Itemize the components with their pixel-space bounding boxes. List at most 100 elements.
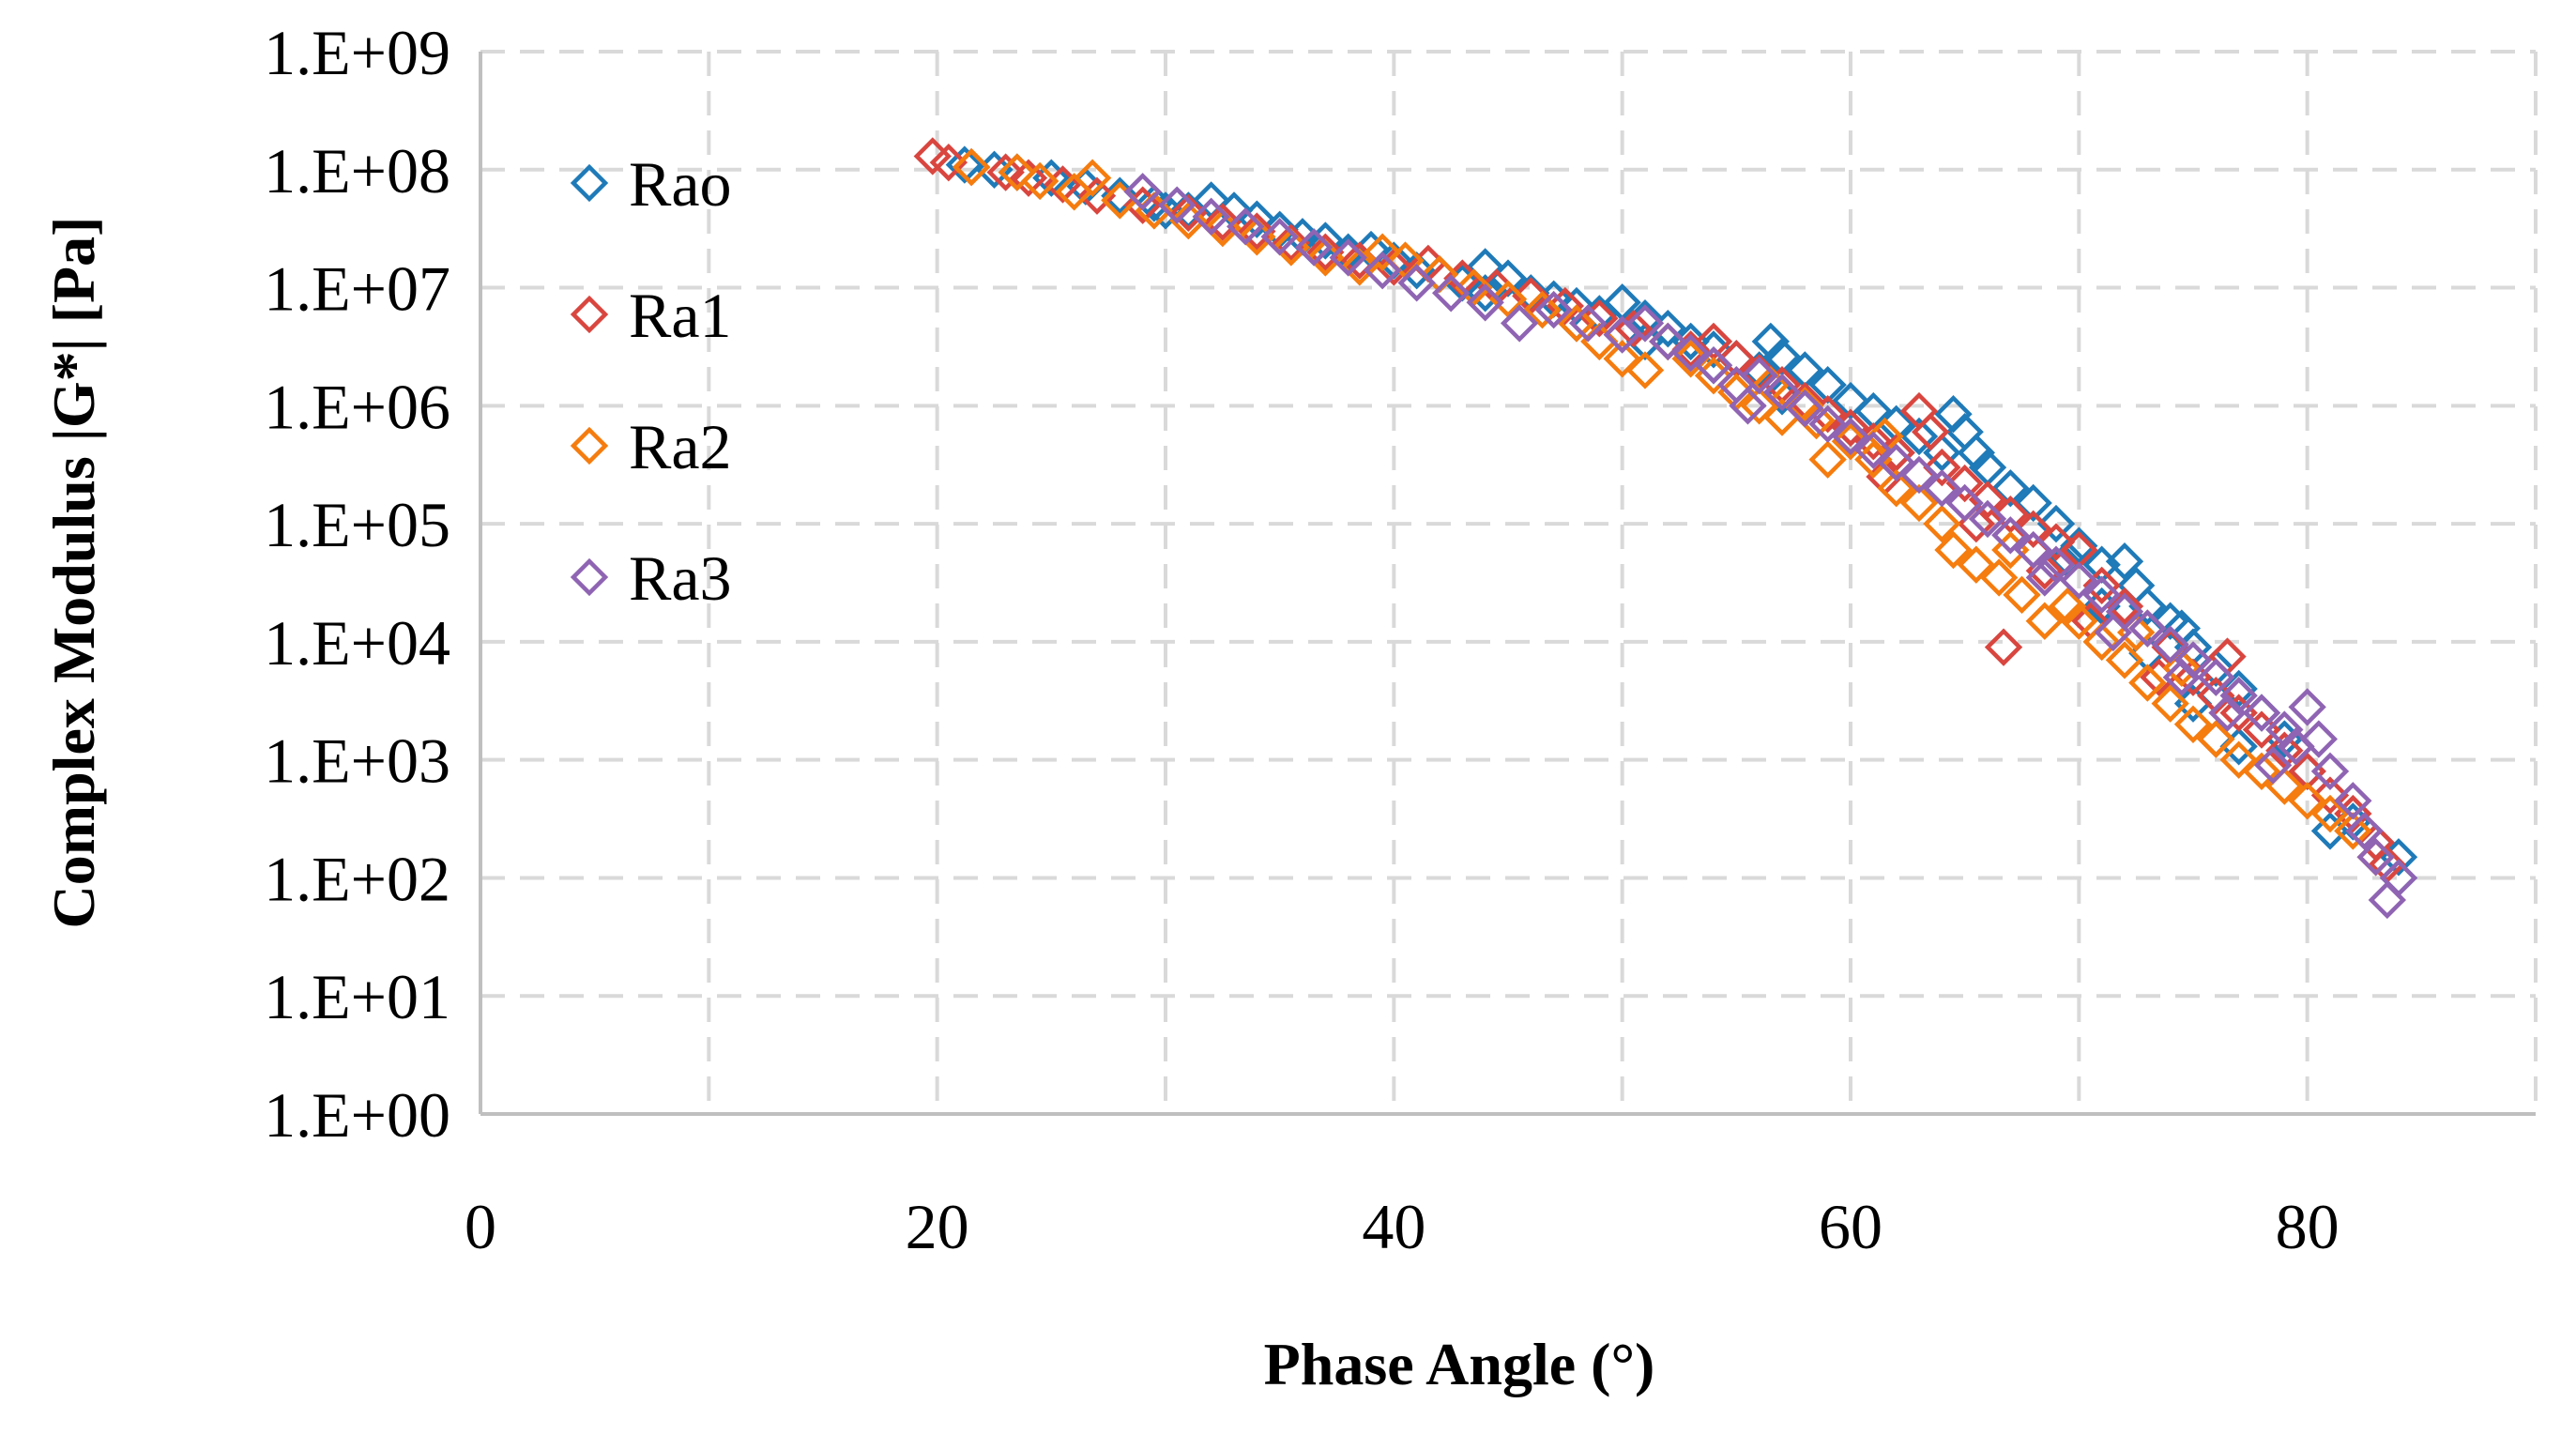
data-point bbox=[1192, 197, 1230, 236]
legend-entry-ra2: Ra2 bbox=[570, 411, 732, 482]
data-point bbox=[2025, 558, 2065, 597]
data-point bbox=[2208, 694, 2247, 732]
data-point bbox=[986, 153, 1025, 191]
x-tick-label: 80 bbox=[2276, 1191, 2340, 1262]
data-point bbox=[2014, 483, 2052, 523]
data-point bbox=[1945, 464, 1984, 503]
data-point bbox=[2128, 664, 2167, 702]
data-point bbox=[2105, 641, 2144, 679]
data-point bbox=[945, 145, 984, 184]
data-point bbox=[1923, 469, 1961, 508]
data-point bbox=[1649, 322, 1687, 361]
data-point bbox=[1073, 159, 1112, 197]
data-point bbox=[2151, 625, 2189, 664]
data-point bbox=[1009, 159, 1048, 197]
data-point bbox=[2003, 575, 2041, 615]
data-point bbox=[1306, 221, 1345, 260]
data-point bbox=[2310, 776, 2350, 815]
y-tick-labels: 1.E+00 1.E+01 1.E+02 1.E+03 1.E+04 1.E+05 1.E+… bbox=[264, 17, 450, 1151]
legend-label: Ra2 bbox=[629, 411, 732, 482]
data-point bbox=[1557, 304, 1596, 343]
y-tick-label: 1.E+09 bbox=[264, 17, 450, 88]
data-point bbox=[2242, 752, 2281, 791]
data-point bbox=[1546, 286, 1585, 326]
data-point bbox=[2265, 731, 2304, 770]
series-ra3 bbox=[1123, 173, 2418, 920]
y-tick-label: 1.E+01 bbox=[264, 961, 450, 1032]
data-point bbox=[2310, 794, 2350, 833]
data-point bbox=[1957, 545, 1996, 584]
data-point bbox=[2288, 688, 2326, 726]
data-point bbox=[1991, 495, 2030, 534]
x-axis-title: Phase Angle (°) bbox=[1264, 1331, 1655, 1397]
data-point bbox=[1625, 304, 1665, 343]
data-point bbox=[1625, 351, 1665, 389]
data-point bbox=[1831, 417, 1870, 456]
data-point bbox=[1877, 443, 1915, 482]
data-point bbox=[1831, 422, 1870, 461]
data-point bbox=[1984, 628, 2023, 666]
data-point bbox=[1568, 304, 1608, 343]
data-point bbox=[1899, 417, 1939, 456]
data-point bbox=[1397, 264, 1436, 302]
data-point bbox=[2356, 838, 2395, 877]
data-point bbox=[913, 137, 952, 175]
data-point bbox=[1340, 248, 1379, 286]
y-tick-label: 1.E+05 bbox=[264, 489, 450, 560]
data-point bbox=[1762, 337, 1802, 376]
legend-label: Rao bbox=[629, 148, 732, 220]
data-point bbox=[2048, 587, 2087, 626]
data-point bbox=[2219, 740, 2258, 779]
y-tick-label: 1.E+03 bbox=[264, 725, 450, 797]
data-point bbox=[1671, 333, 1710, 373]
data-point bbox=[2082, 566, 2121, 605]
data-point bbox=[1957, 434, 1996, 472]
data-point bbox=[1934, 530, 1973, 570]
data-point bbox=[2265, 710, 2304, 749]
data-point bbox=[1991, 516, 2030, 555]
data-point bbox=[2105, 542, 2144, 581]
data-point bbox=[2036, 504, 2076, 543]
data-point bbox=[2082, 622, 2121, 662]
data-point bbox=[1466, 274, 1504, 313]
data-point bbox=[2197, 658, 2235, 696]
data-point bbox=[2253, 746, 2293, 785]
data-point bbox=[2060, 561, 2098, 600]
data-point bbox=[1169, 193, 1208, 233]
data-point bbox=[1899, 483, 1939, 523]
data-point bbox=[2036, 523, 2076, 561]
axis-layer bbox=[479, 52, 2536, 1116]
data-point bbox=[1238, 212, 1276, 251]
data-point bbox=[2345, 812, 2384, 850]
data-point bbox=[1808, 440, 1847, 479]
data-point bbox=[1455, 268, 1493, 307]
data-point bbox=[1831, 381, 1870, 420]
data-point bbox=[2368, 880, 2407, 920]
data-point bbox=[1808, 404, 1847, 443]
data-point bbox=[1523, 290, 1562, 329]
y-tick-label: 1.E+02 bbox=[264, 843, 450, 914]
data-point bbox=[1534, 290, 1573, 329]
data-points bbox=[913, 137, 2418, 920]
legend-entry-rao: Rao bbox=[570, 148, 732, 220]
data-point bbox=[929, 143, 968, 182]
data-point bbox=[998, 153, 1037, 191]
data-point bbox=[1797, 401, 1836, 440]
legend: Rao Ra1 Ra2 Ra3 bbox=[570, 148, 732, 614]
data-point bbox=[2288, 782, 2326, 820]
x-tick-label: 0 bbox=[465, 1191, 496, 1262]
data-point bbox=[1854, 431, 1893, 469]
data-point bbox=[1557, 286, 1596, 326]
data-point bbox=[1945, 483, 1984, 523]
data-point bbox=[1899, 455, 1939, 495]
legend-marker bbox=[570, 557, 609, 597]
legend-marker bbox=[570, 163, 609, 203]
data-point bbox=[1694, 346, 1733, 385]
data-point bbox=[1968, 481, 2007, 519]
data-point bbox=[2334, 812, 2372, 850]
data-point bbox=[1614, 309, 1654, 348]
data-point bbox=[1226, 207, 1265, 246]
data-point bbox=[1260, 218, 1299, 256]
legend-marker bbox=[570, 426, 609, 465]
